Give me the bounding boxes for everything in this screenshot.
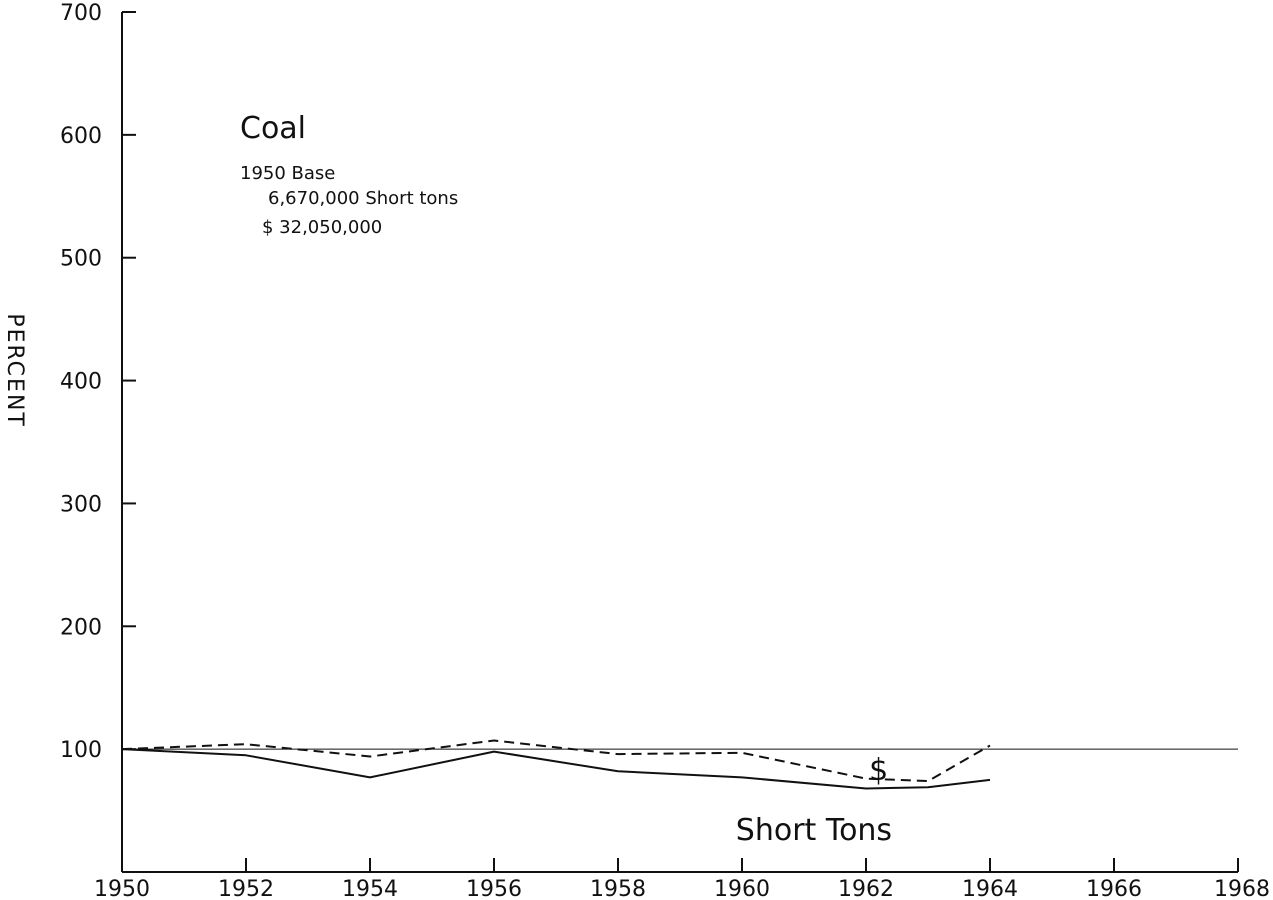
series-label-dollar: $ [869,753,888,788]
x-tick-label: 1956 [466,877,522,900]
x-tick-label: 1958 [590,877,646,900]
base-value-note: $ 32,050,000 [262,217,382,238]
x-tick-label: 1950 [94,877,150,900]
y-tick-label: 200 [60,615,102,640]
x-ticks: 1950 1952 1954 1956 1958 1960 1962 1964 1966 1968 [94,858,1270,900]
x-tick-label: 1960 [714,877,770,900]
y-tick-label: 500 [60,247,102,272]
series-label-short-tons: Short Tons [736,813,892,848]
y-ticks: 100 200 300 400 500 600 700 [60,1,136,763]
x-tick-label: 1968 [1214,877,1270,900]
y-tick-label: 600 [60,124,102,149]
base-tons-note: 6,670,000 Short tons [268,188,458,209]
y-tick-label: 100 [60,738,102,763]
chart-title: Coal [240,111,306,146]
x-tick-label: 1964 [962,877,1018,900]
y-axis-title: PERCENT [2,313,27,428]
y-tick-label: 300 [60,492,102,517]
base-year-note: 1950 Base [240,163,335,184]
y-tick-label: 700 [60,1,102,26]
x-tick-label: 1954 [342,877,398,900]
y-tick-label: 400 [60,370,102,395]
axes [121,12,1238,873]
x-tick-label: 1966 [1086,877,1142,900]
x-tick-label: 1952 [218,877,274,900]
series-line-short-tons [121,748,991,790]
series-layer [121,739,991,790]
x-tick-label: 1962 [838,877,894,900]
